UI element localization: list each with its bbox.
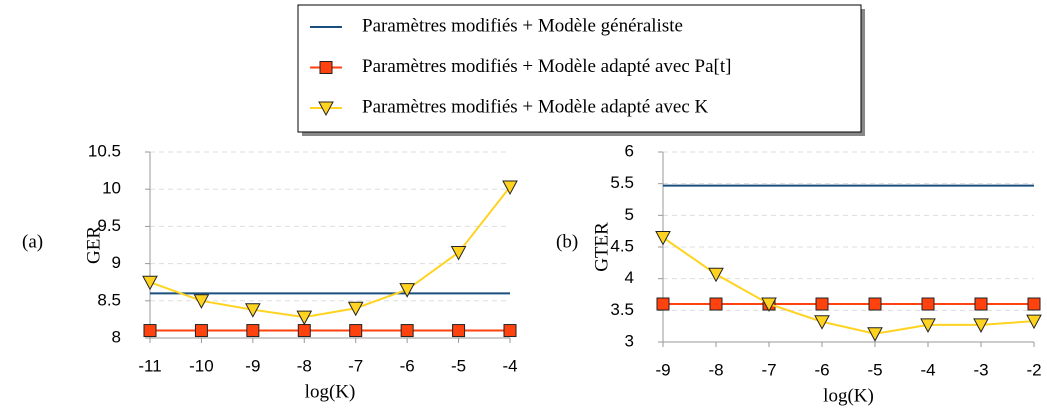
legend-label: Paramètres modifiés + Modèle adapté avec… bbox=[362, 96, 709, 117]
y-axis-label: GTER bbox=[591, 222, 612, 272]
y-axis-label: GER bbox=[83, 226, 104, 264]
panel-label: (b) bbox=[556, 231, 578, 252]
x-tick-label: -5 bbox=[451, 356, 466, 375]
x-axis-label: log(K) bbox=[305, 381, 356, 402]
y-tick-label: 4.5 bbox=[610, 236, 634, 255]
x-tick-label: -9 bbox=[245, 356, 260, 375]
y-tick-label: 9.5 bbox=[97, 216, 121, 235]
marker bbox=[655, 231, 671, 246]
marker bbox=[973, 318, 989, 333]
x-tick-label: -2 bbox=[1026, 360, 1041, 379]
marker bbox=[143, 324, 157, 338]
marker bbox=[974, 297, 988, 311]
x-tick-label: -8 bbox=[297, 356, 312, 375]
x-tick-label: -11 bbox=[138, 356, 161, 375]
panel-label: (a) bbox=[22, 231, 43, 252]
y-tick-label: 10 bbox=[102, 179, 121, 198]
x-tick-label: -9 bbox=[655, 360, 670, 379]
marker bbox=[708, 267, 724, 283]
y-tick-label: 3 bbox=[625, 331, 634, 350]
marker bbox=[399, 283, 415, 298]
x-tick-label: -10 bbox=[189, 356, 214, 375]
marker bbox=[347, 301, 364, 317]
legend-label: Paramètres modifiés + Modèle généraliste bbox=[362, 15, 683, 36]
y-tick-label: 10.5 bbox=[88, 141, 121, 160]
y-tick-label: 4 bbox=[625, 268, 634, 287]
marker bbox=[193, 294, 210, 309]
marker bbox=[709, 297, 723, 311]
marker bbox=[296, 310, 313, 326]
marker bbox=[400, 324, 414, 338]
marker bbox=[1026, 314, 1042, 330]
x-tick-label: -5 bbox=[867, 360, 882, 379]
legend-box bbox=[297, 4, 862, 133]
marker bbox=[761, 297, 777, 313]
marker bbox=[656, 297, 670, 311]
x-axis-label: log(K) bbox=[823, 385, 874, 406]
marker bbox=[503, 324, 517, 338]
legend-marker bbox=[319, 61, 333, 74]
series-line bbox=[662, 236, 1035, 335]
x-tick-label: -8 bbox=[708, 360, 723, 379]
marker bbox=[868, 297, 882, 311]
x-tick-label: -4 bbox=[920, 360, 935, 379]
marker bbox=[814, 315, 830, 330]
x-tick-label: -7 bbox=[348, 356, 363, 375]
marker bbox=[1027, 297, 1041, 311]
legend-marker bbox=[318, 101, 334, 117]
marker bbox=[450, 245, 467, 261]
marker bbox=[246, 324, 260, 338]
marker bbox=[920, 318, 936, 333]
marker bbox=[194, 324, 208, 338]
marker bbox=[142, 275, 158, 291]
y-tick-label: 8.5 bbox=[97, 290, 121, 309]
x-tick-label: -7 bbox=[761, 360, 776, 379]
y-tick-label: 6 bbox=[625, 141, 634, 160]
marker bbox=[921, 297, 935, 311]
marker bbox=[815, 297, 829, 311]
x-tick-label: -6 bbox=[814, 360, 829, 379]
x-tick-label: -4 bbox=[502, 356, 517, 375]
marker bbox=[349, 324, 363, 338]
legend-label: Paramètres modifiés + Modèle adapté avec… bbox=[362, 56, 731, 77]
marker bbox=[245, 303, 261, 318]
marker bbox=[297, 324, 311, 338]
y-tick-label: 5 bbox=[625, 205, 634, 224]
series-line bbox=[149, 186, 511, 319]
y-tick-label: 5.5 bbox=[610, 173, 634, 192]
y-tick-label: 9 bbox=[112, 253, 121, 272]
marker bbox=[867, 327, 883, 342]
marker bbox=[452, 324, 466, 338]
y-tick-label: 8 bbox=[112, 327, 121, 346]
y-tick-label: 3.5 bbox=[610, 300, 634, 319]
marker bbox=[502, 180, 518, 196]
x-tick-label: -6 bbox=[400, 356, 415, 375]
x-tick-label: -3 bbox=[973, 360, 988, 379]
